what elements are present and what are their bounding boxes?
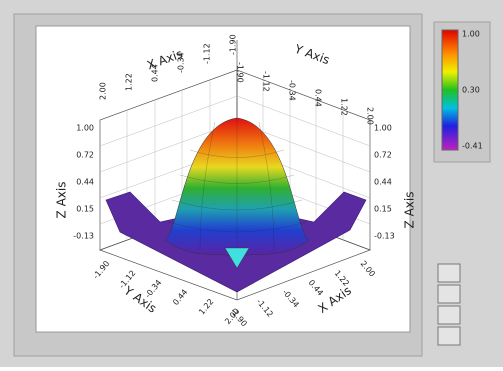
color-scale-label: 0.30 <box>462 86 480 95</box>
z-tick-label: 0.44 <box>374 178 392 187</box>
x-tick-label: 1.22 <box>125 73 134 91</box>
z-tick-label: -0.13 <box>73 232 94 241</box>
z-tick-label: 0.72 <box>374 151 392 160</box>
y-tick-label: 1.22 <box>340 98 349 116</box>
surface-mesh <box>167 118 307 258</box>
y-tick-label: 0.44 <box>314 89 323 107</box>
z-axis-label: Z Axis <box>403 192 417 229</box>
color-scale-label: -0.41 <box>462 142 483 151</box>
color-scale-label: 1.00 <box>462 30 480 39</box>
z-tick-label: 0.15 <box>374 205 392 214</box>
x-tick-label: -1.12 <box>203 43 212 64</box>
z-axis-label: Z Axis <box>55 182 69 219</box>
z-tick-label: 0.44 <box>76 178 94 187</box>
z-tick-label: 1.00 <box>76 124 94 133</box>
x-tick-label: 2.00 <box>99 82 108 100</box>
color-scale-bar <box>441 29 459 151</box>
y-tick-label: -0.34 <box>288 80 297 101</box>
z-tick-label: 1.00 <box>374 124 392 133</box>
palette-button[interactable] <box>437 326 461 346</box>
z-tick-label: 0.15 <box>76 205 94 214</box>
y-tick-label: -1.90 <box>236 62 245 83</box>
x-tick-label: -0.34 <box>177 52 186 73</box>
z-tick-label: -0.13 <box>374 232 395 241</box>
x-tick-label: -1.90 <box>229 34 238 55</box>
surface-cyan-patch <box>224 247 250 269</box>
palette-button[interactable] <box>437 305 461 325</box>
palette-button[interactable] <box>437 284 461 304</box>
y-tick-label: 2.00 <box>366 107 375 125</box>
z-tick-label: 0.72 <box>76 151 94 160</box>
graph-palette <box>437 263 461 346</box>
y-tick-label: -1.12 <box>262 71 271 92</box>
palette-button[interactable] <box>437 263 461 283</box>
x-tick-label: 0.44 <box>151 64 160 82</box>
